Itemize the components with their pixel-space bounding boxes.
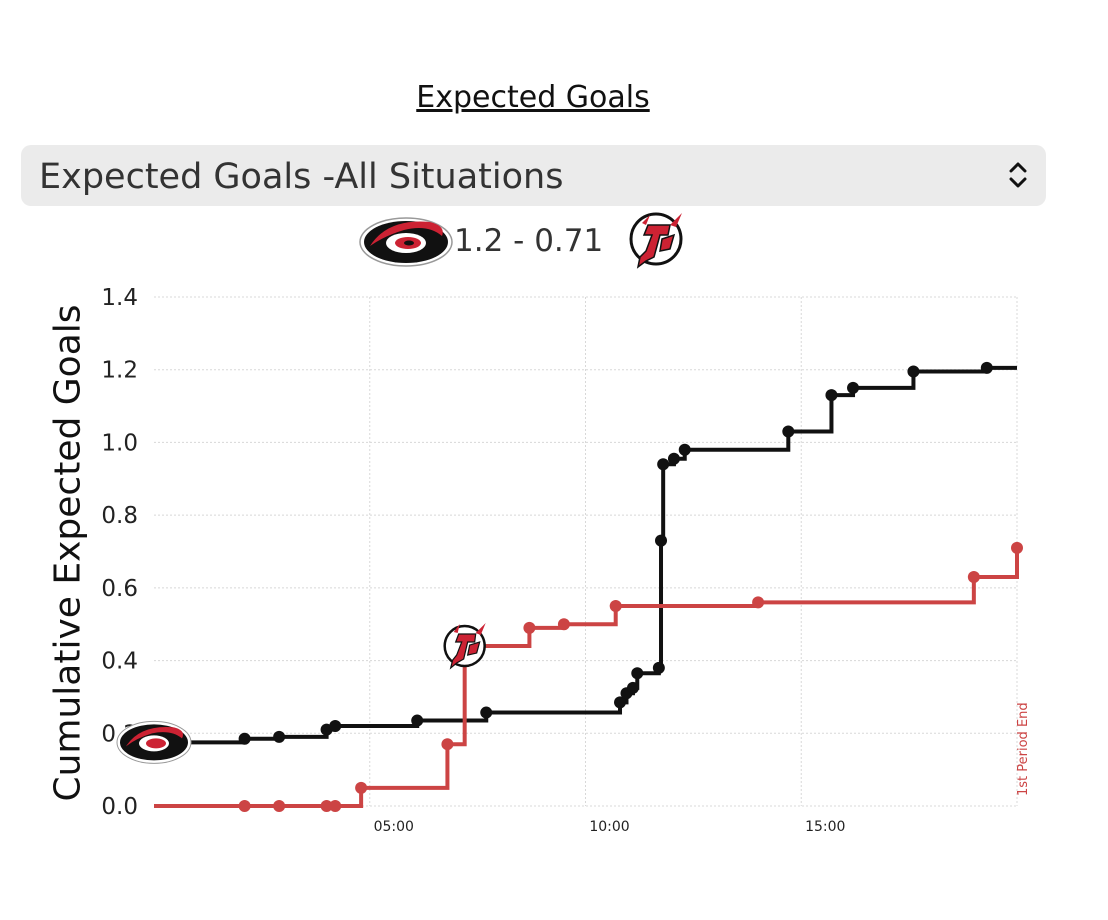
hurricanes-shot-marker <box>652 661 665 674</box>
y-tick-label: 1.2 <box>101 358 138 384</box>
hurricanes-shot-marker <box>657 458 670 471</box>
y-tick-label: 1.0 <box>101 430 138 456</box>
hurricanes-shot-marker <box>614 696 627 709</box>
hurricanes-shot-marker <box>480 706 493 719</box>
hurricanes-shot-marker <box>273 730 286 743</box>
hurricanes-shot-marker <box>825 389 838 402</box>
hurricanes-logo <box>359 217 453 267</box>
devils-shot-marker <box>273 800 286 812</box>
devils-line-logo-icon <box>443 623 486 670</box>
situation-select-value: Expected Goals -All Situations <box>39 157 564 197</box>
period-end-label: 1st Period End <box>1016 702 1031 796</box>
y-tick-label: 0.6 <box>101 576 138 602</box>
devils-shot-marker <box>609 600 622 613</box>
devils-shot-marker <box>523 621 536 634</box>
x-tick-label: 05:00 <box>374 819 414 835</box>
page-title: Expected Goals <box>416 80 650 115</box>
chevron-up-down-icon <box>1009 162 1027 188</box>
hurricanes-shot-marker <box>329 720 342 733</box>
situation-select[interactable]: Expected Goals -All Situations <box>21 145 1046 206</box>
y-tick-label: 0.4 <box>101 649 138 675</box>
y-tick-label: 0.8 <box>101 503 138 529</box>
y-tick-label: 1.4 <box>101 285 138 311</box>
xg-chart: 0.00.20.40.60.81.01.21.405:0010:0015:00 … <box>101 285 1031 835</box>
x-tick-label: 10:00 <box>589 819 629 835</box>
devils-shot-marker <box>1011 541 1023 554</box>
devils-shot-marker <box>355 781 368 794</box>
hurricanes-shot-marker <box>847 381 860 394</box>
devils-shot-marker <box>967 570 980 583</box>
x-tick-label: 15:00 <box>805 819 845 835</box>
hurricanes-shot-marker <box>667 452 680 465</box>
hurricanes-shot-marker <box>678 443 691 456</box>
hurricanes-shot-marker <box>411 714 424 727</box>
hurricanes-shot-marker <box>980 361 993 374</box>
hurricanes-shot-marker <box>782 425 795 438</box>
devils-shot-marker <box>557 618 570 631</box>
devils-shot-marker <box>238 800 251 812</box>
scoreboard: 1.2 - 0.71 <box>358 205 698 271</box>
devils-shot-marker <box>329 800 342 812</box>
hurricanes-shot-marker <box>907 365 920 378</box>
hurricanes-shot-marker <box>631 667 644 680</box>
hurricanes-shot-marker <box>238 732 251 745</box>
devils-logo <box>629 212 683 269</box>
hurricanes-shot-marker <box>655 534 668 547</box>
devils-shot-marker <box>320 800 333 812</box>
y-tick-label: 0.0 <box>101 794 138 820</box>
hurricanes-shot-marker <box>626 681 639 694</box>
devils-shot-marker <box>441 738 454 751</box>
hurricanes-line-logo-icon <box>116 720 192 764</box>
devils-shot-marker <box>752 596 765 609</box>
score-text: 1.2 - 0.71 <box>454 223 604 259</box>
